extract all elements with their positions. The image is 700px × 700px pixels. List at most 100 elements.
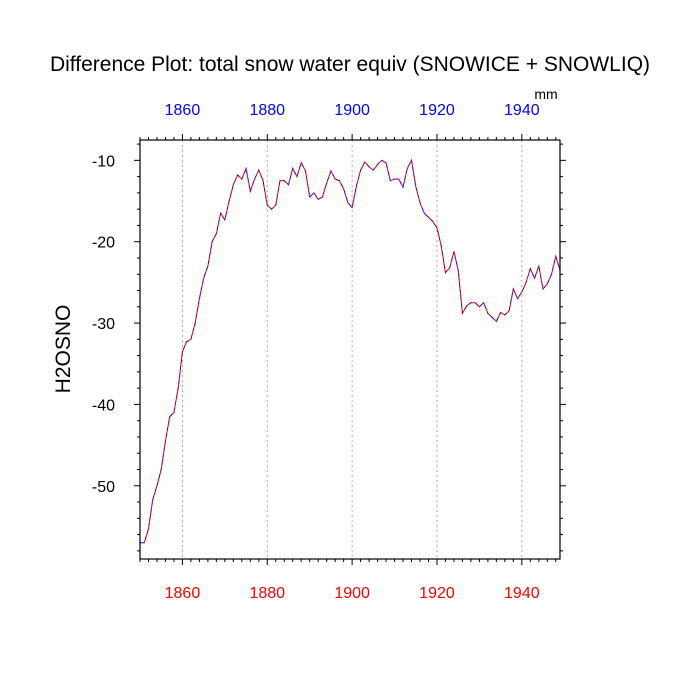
data-point <box>364 161 366 163</box>
data-point <box>423 212 425 214</box>
chart-title: Difference Plot: total snow water equiv … <box>50 53 650 76</box>
data-point <box>334 178 336 180</box>
data-point <box>470 302 472 304</box>
data-point <box>241 178 243 180</box>
data-point <box>444 272 447 274</box>
data-point <box>275 204 277 206</box>
top-x-tick-label: 1880 <box>249 102 285 119</box>
data-point <box>491 316 493 318</box>
data-point <box>249 190 251 192</box>
data-point <box>287 184 290 186</box>
data-point <box>190 338 192 340</box>
data-point <box>555 255 557 257</box>
data-point <box>236 174 239 176</box>
data-point <box>466 305 468 307</box>
y-tick-label: -20 <box>92 235 115 252</box>
data-point <box>461 312 464 314</box>
data-point <box>343 188 345 190</box>
data-point <box>512 288 514 290</box>
y-tick-label: -40 <box>92 397 115 414</box>
series-line-blue <box>140 158 561 544</box>
data-point <box>533 277 536 279</box>
data-point <box>152 499 154 501</box>
data-series <box>139 158 561 544</box>
data-point <box>313 192 315 194</box>
units-label: mm <box>534 86 557 102</box>
data-point <box>309 196 311 198</box>
data-point <box>296 176 298 178</box>
x-tick-label: 1880 <box>249 585 285 602</box>
top-x-tick-label: 1920 <box>419 102 455 119</box>
data-point <box>232 184 234 186</box>
data-point <box>402 186 404 188</box>
data-point <box>372 169 374 171</box>
top-x-tick-label: 1940 <box>504 102 540 119</box>
data-point <box>266 204 268 206</box>
data-point <box>500 311 502 314</box>
data-point <box>181 350 184 353</box>
data-point <box>215 232 217 235</box>
data-point <box>347 202 349 204</box>
data-point <box>440 245 442 247</box>
x-tick-label: 1900 <box>334 585 370 602</box>
plot-frame <box>139 139 561 560</box>
data-point <box>508 310 510 312</box>
data-point <box>360 169 362 171</box>
data-point <box>478 306 480 308</box>
data-point <box>160 468 162 471</box>
data-point <box>406 167 408 170</box>
data-point <box>198 298 200 300</box>
data-point <box>376 163 379 166</box>
top-x-tick-label: 1900 <box>334 102 370 119</box>
data-point <box>453 250 455 253</box>
data-point <box>220 212 222 214</box>
data-point <box>436 227 438 229</box>
data-point <box>516 298 519 300</box>
data-point <box>224 219 226 221</box>
data-point <box>419 202 421 204</box>
data-point <box>143 542 145 544</box>
data-point <box>368 166 370 168</box>
data-point <box>169 416 171 418</box>
data-point <box>321 196 324 198</box>
data-point <box>279 180 281 182</box>
y-tick-label: -30 <box>92 316 115 333</box>
data-point <box>457 269 459 271</box>
data-point <box>164 440 167 442</box>
x-tick-label: 1860 <box>165 585 201 602</box>
data-point <box>177 387 179 389</box>
data-point <box>432 220 434 222</box>
y-axis-label: H2OSNO <box>52 305 75 394</box>
data-point <box>542 288 544 290</box>
data-point <box>186 341 188 343</box>
grid <box>182 140 523 559</box>
data-point <box>355 185 357 187</box>
tick-labels: 1860 1860 1880 1880 1900 1900 1920 1920 1940 1940… <box>92 102 540 602</box>
data-point <box>381 159 383 161</box>
data-point <box>300 162 302 164</box>
data-point <box>415 185 417 187</box>
axis-ticks <box>134 134 566 565</box>
top-x-tick-label: 1860 <box>165 102 201 119</box>
data-point <box>207 265 209 267</box>
data-point <box>338 180 340 182</box>
data-point <box>449 267 451 269</box>
y-tick-label: -50 <box>92 479 115 496</box>
data-point <box>228 200 230 202</box>
data-point <box>389 180 391 182</box>
data-point <box>173 411 175 414</box>
data-point <box>330 170 332 172</box>
data-point <box>546 283 548 285</box>
data-point <box>529 267 531 270</box>
data-point <box>326 182 328 184</box>
data-point <box>495 320 497 323</box>
data-point <box>156 485 158 487</box>
data-point <box>258 169 260 171</box>
data-point <box>525 281 527 283</box>
data-point <box>427 216 430 218</box>
data-point <box>385 162 387 164</box>
x-tick-label: 1940 <box>504 585 540 602</box>
data-point <box>194 322 196 324</box>
data-point <box>351 206 353 209</box>
